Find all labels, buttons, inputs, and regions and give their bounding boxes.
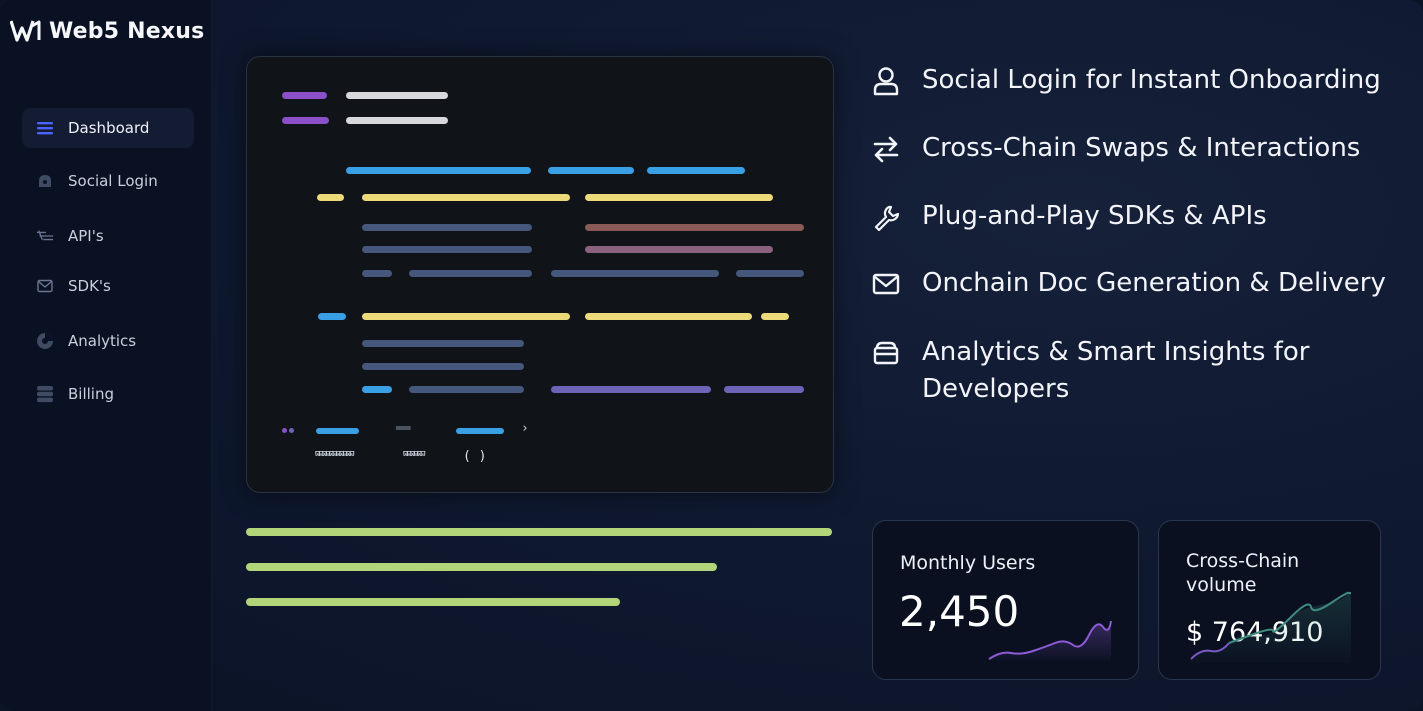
- feature-text: Onchain Doc Generation & Delivery: [922, 268, 1386, 298]
- code-line: [316, 428, 359, 434]
- code-dot: [289, 428, 294, 433]
- code-line: [585, 194, 773, 201]
- sidebar: Web5 Nexus Dashboard Social Login API's: [0, 0, 212, 711]
- code-line: [585, 246, 773, 253]
- text-placeholder-line: [246, 563, 717, 571]
- sparkline-chart: [1190, 591, 1351, 663]
- code-line: [346, 117, 448, 124]
- code-line: [551, 386, 711, 393]
- code-line: [456, 428, 504, 434]
- stat-label: Cross-Chain volume: [1186, 550, 1300, 596]
- code-line: [362, 340, 524, 347]
- menu-icon: [36, 119, 54, 137]
- code-line: [724, 386, 804, 393]
- brand-logo[interactable]: Web5 Nexus: [10, 16, 204, 46]
- code-line: [585, 224, 804, 231]
- sidebar-item-label: SDK's: [68, 277, 111, 295]
- code-scribble: ϖϖϖϖϖϖϖϖϖϖϖ: [315, 449, 355, 459]
- sidebar-item-social-login[interactable]: Social Login: [22, 161, 194, 201]
- code-line: [362, 386, 392, 393]
- database-icon: [36, 385, 54, 403]
- sidebar-item-label: Social Login: [68, 172, 158, 190]
- sidebar-item-label: Billing: [68, 385, 114, 403]
- sidebar-item-sdks[interactable]: SDK's: [22, 266, 194, 306]
- feature-onchain-doc: Onchain Doc Generation & Delivery: [870, 265, 1386, 302]
- code-line: [362, 224, 532, 231]
- brand-name: Web5 Nexus: [49, 18, 205, 44]
- code-line: [346, 167, 531, 174]
- code-line: [362, 363, 524, 370]
- swap-arrows-icon: [870, 130, 902, 167]
- text-placeholder-line: [246, 598, 620, 606]
- feature-sdks: Plug-and-Play SDKs & APIs: [870, 198, 1267, 235]
- code-line: [362, 194, 570, 201]
- sidebar-item-label: API's: [68, 227, 104, 245]
- code-line: [362, 246, 532, 253]
- code-line: [585, 313, 752, 320]
- code-scribble: ϖϖϖϖϖϖ: [403, 449, 425, 459]
- code-equals: ══: [396, 421, 411, 435]
- envelope-icon: [870, 265, 902, 302]
- sidebar-item-analytics[interactable]: Analytics: [22, 321, 194, 361]
- code-line: [282, 92, 327, 99]
- code-line: [736, 270, 804, 277]
- stat-card-monthly-users[interactable]: Monthly Users 2,450: [872, 520, 1139, 680]
- code-line: [409, 270, 532, 277]
- sparkline-chart: [988, 620, 1112, 661]
- lock-icon: [36, 172, 54, 190]
- feature-text: Cross-Chain Swaps & Interactions: [922, 133, 1361, 163]
- code-line: [362, 313, 570, 320]
- feature-text: Plug-and-Play SDKs & APIs: [922, 201, 1267, 231]
- sidebar-item-apis[interactable]: API's: [22, 216, 194, 256]
- stat-value: 2,450: [899, 587, 1020, 636]
- feature-text: Analytics & Smart Insights for Developer…: [922, 337, 1310, 404]
- code-line: [282, 117, 329, 124]
- feature-cross-chain: Cross-Chain Swaps & Interactions: [870, 130, 1360, 167]
- code-line: [551, 270, 719, 277]
- stat-label: Monthly Users: [900, 552, 1036, 574]
- code-line: [318, 313, 346, 320]
- stat-card-cross-chain-volume[interactable]: Cross-Chain volume $ 764,910: [1158, 520, 1381, 680]
- code-line: [362, 270, 392, 277]
- code-preview-card: ══ › ϖϖϖϖϖϖϖϖϖϖϖ ϖϖϖϖϖϖ ( ): [246, 56, 834, 493]
- inbox-icon: [870, 334, 902, 371]
- sidebar-item-billing[interactable]: Billing: [22, 374, 194, 414]
- code-bracket: ›: [521, 421, 529, 436]
- code-line: [409, 386, 524, 393]
- sidebar-item-label: Analytics: [68, 332, 137, 350]
- code-parens: ( ): [463, 449, 487, 464]
- sidebar-item-label: Dashboard: [68, 119, 150, 137]
- code-dot: [282, 428, 287, 433]
- web5-logo-icon: [10, 20, 41, 42]
- user-icon: [870, 62, 902, 99]
- code-line: [761, 313, 789, 320]
- code-line: [346, 92, 448, 99]
- pie-chart-icon: [36, 332, 54, 350]
- code-line: [647, 167, 745, 174]
- feature-text: Social Login for Instant Onboarding: [922, 65, 1381, 95]
- mail-icon: [36, 277, 54, 295]
- code-line: [317, 194, 344, 201]
- text-placeholder-line: [246, 528, 832, 536]
- sidebar-item-dashboard[interactable]: Dashboard: [22, 108, 194, 148]
- api-icon: [36, 227, 54, 245]
- code-line: [548, 167, 634, 174]
- feature-analytics: Analytics & Smart Insights for Developer…: [870, 334, 1340, 408]
- wrench-icon: [870, 198, 902, 235]
- feature-social-login: Social Login for Instant Onboarding: [870, 62, 1381, 99]
